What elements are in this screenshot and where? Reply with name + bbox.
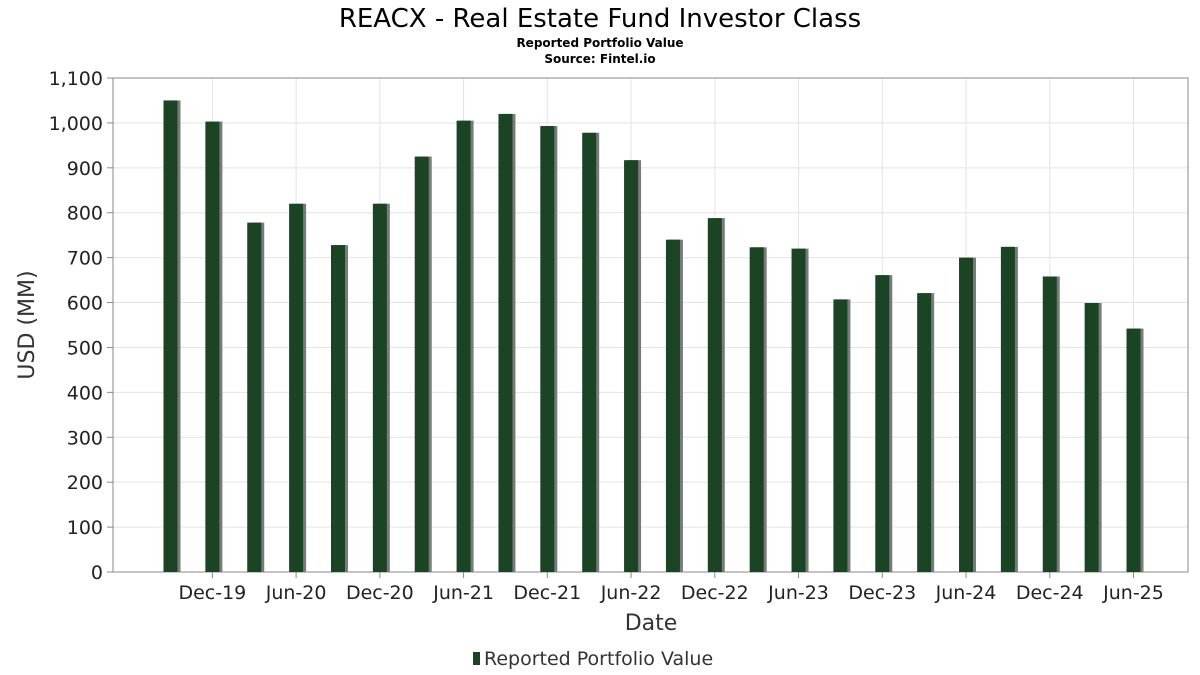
x-tick-label: Jun-23 [767,582,829,604]
bar [372,203,387,572]
y-tick-label: 700 [67,248,103,270]
y-tick-label: 1,100 [49,68,103,90]
y-tick-label: 100 [67,517,103,539]
x-tick-label: Dec-24 [1016,582,1084,604]
legend: Reported Portfolio Value [473,648,713,670]
bar [791,248,806,572]
x-tick-label: Dec-19 [178,582,246,604]
bar [1126,328,1141,572]
x-axis-ticks: Dec-19 Jun-20 Dec-20 Jun-21 Dec-21 Jun-22 Dec-… [178,572,1164,604]
bar [1042,276,1057,572]
bar [707,218,722,572]
y-tick-label: 500 [67,337,103,359]
x-tick-label: Dec-22 [681,582,749,604]
x-axis-label: Date [625,611,678,636]
x-tick-label: Jun-20 [265,582,327,604]
chart-source: Source: Fintel.io [544,52,655,66]
bar [959,257,974,572]
y-tick-label: 0 [91,562,103,584]
bar [917,293,932,572]
bar [833,299,848,572]
bar [1000,246,1015,572]
x-tick-label: Dec-20 [346,582,414,604]
x-tick-label: Jun-25 [1102,582,1164,604]
bar [163,100,178,573]
bar [582,132,597,572]
bar [414,156,429,572]
legend-swatch [473,652,480,665]
y-tick-label: 1,000 [49,113,103,135]
x-tick-label: Jun-24 [935,582,997,604]
y-axis-ticks: 0 100 200 300 400 500 600 700 800 900 1,000 1,100 [49,68,113,584]
bar [540,126,555,572]
bar [205,121,220,572]
y-tick-label: 300 [67,427,103,449]
y-axis-label: USD (MM) [15,270,40,379]
bar [1084,302,1099,572]
bar [289,203,304,572]
bar [665,239,680,572]
bar [456,120,471,572]
x-tick-label: Dec-21 [513,582,581,604]
x-tick-label: Dec-23 [848,582,916,604]
gridlines [113,77,1188,573]
plot-area [112,77,1189,573]
y-tick-label: 600 [67,293,103,315]
bar [875,275,890,572]
bar [624,160,639,572]
bar [247,222,262,572]
chart-title: REACX - Real Estate Fund Investor Class [339,4,861,34]
bar [330,245,345,572]
chart-subtitle: Reported Portfolio Value [516,36,683,50]
y-tick-label: 800 [67,203,103,225]
y-tick-label: 200 [67,472,103,494]
legend-label: Reported Portfolio Value [484,648,713,670]
y-tick-label: 400 [67,382,103,404]
y-tick-label: 900 [67,158,103,180]
bar [749,247,764,573]
x-tick-label: Jun-22 [600,582,662,604]
x-tick-label: Jun-21 [432,582,494,604]
bar [498,113,513,572]
bars [163,100,1144,573]
